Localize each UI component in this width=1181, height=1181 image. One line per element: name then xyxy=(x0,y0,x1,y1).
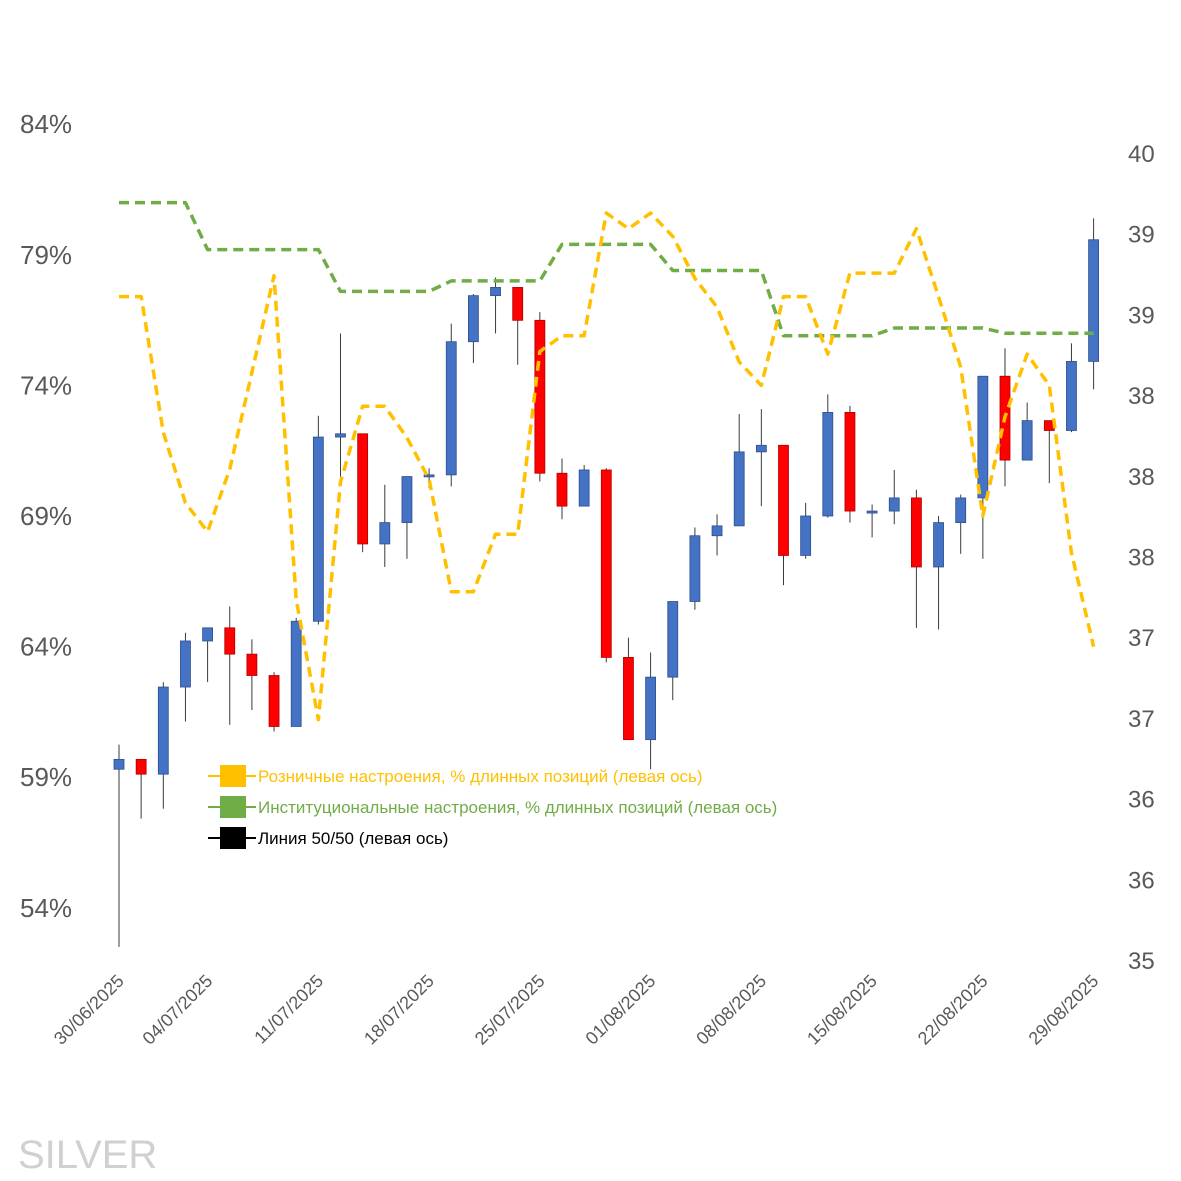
candle-down-body xyxy=(844,411,856,512)
left-tick-label: 79% xyxy=(20,240,72,270)
left-tick-label: 54% xyxy=(20,893,72,923)
legend-institutional-label: Институциональные настроения, % длинных … xyxy=(258,798,777,817)
candle-up-body xyxy=(866,510,878,514)
candle-up-body xyxy=(401,476,413,523)
legend-retail-swatch xyxy=(220,765,246,787)
candle-up-body xyxy=(733,451,745,527)
candle-up-body xyxy=(667,601,679,678)
candle-up-body xyxy=(645,676,656,741)
sentiment-lines xyxy=(119,200,1096,722)
candle-up-body xyxy=(379,522,391,545)
legend-retail-label: Розничные настроения, % длинных позиций … xyxy=(258,767,703,786)
candle-up-body xyxy=(290,620,302,727)
watermark-text: SILVER xyxy=(18,1133,157,1177)
x-tick-label: 29/08/2025 xyxy=(1025,971,1103,1049)
candle-up-body xyxy=(800,515,812,556)
candle-up-body xyxy=(1088,239,1099,362)
x-tick-label: 11/07/2025 xyxy=(250,971,327,1048)
candle-up-body xyxy=(157,686,169,775)
x-tick-label: 30/06/2025 xyxy=(50,971,128,1049)
left-tick-label: 59% xyxy=(20,762,72,792)
candle-down-body xyxy=(778,444,789,556)
right-tick-label: 36 xyxy=(1128,787,1155,814)
x-tick-label: 25/07/2025 xyxy=(471,971,549,1049)
candle-up-body xyxy=(1066,361,1077,431)
candle-down-body xyxy=(268,675,280,727)
retail-sentiment-line xyxy=(119,211,1096,722)
candle-down-body xyxy=(357,433,369,545)
x-tick-label: 18/07/2025 xyxy=(360,971,438,1049)
candle-up-body xyxy=(755,444,767,453)
candle-up-body xyxy=(445,341,457,476)
candle-up-body xyxy=(423,474,435,478)
candle-down-body xyxy=(911,497,922,568)
candlesticks xyxy=(113,218,1099,947)
right-tick-label: 39 xyxy=(1128,222,1155,249)
candle-down-body xyxy=(135,758,147,775)
candle-up-body xyxy=(335,433,346,438)
x-tick-label: 08/08/2025 xyxy=(692,971,770,1049)
right-tick-label: 38 xyxy=(1128,383,1155,410)
candle-up-body xyxy=(822,411,834,517)
candle-down-body xyxy=(600,469,612,658)
candle-up-body xyxy=(955,497,967,523)
left-tick-label: 64% xyxy=(20,632,72,662)
candle-up-body xyxy=(1021,420,1033,461)
candle-up-body xyxy=(977,375,989,499)
right-tick-label: 37 xyxy=(1128,625,1155,652)
candle-up-body xyxy=(467,295,479,343)
candle-down-body xyxy=(224,627,236,655)
left-tick-label: 74% xyxy=(20,370,72,400)
right-axis: 35 36 36 37 37 38 38 38 39 39 40 xyxy=(1128,141,1155,975)
candle-up-body xyxy=(490,287,501,297)
right-tick-label: 36 xyxy=(1128,867,1155,894)
candle-down-body xyxy=(556,472,568,507)
x-tick-label: 15/08/2025 xyxy=(803,971,881,1049)
candle-up-body xyxy=(578,469,590,507)
left-tick-label: 84% xyxy=(20,109,72,139)
legend-fifty-label: Линия 50/50 (левая ось) xyxy=(258,829,448,848)
candle-up-body xyxy=(202,627,214,642)
right-tick-label: 40 xyxy=(1128,141,1155,168)
right-tick-label: 37 xyxy=(1128,706,1155,733)
candle-up-body xyxy=(888,497,900,512)
candle-down-body xyxy=(246,653,258,676)
x-tick-label: 01/08/2025 xyxy=(582,971,660,1049)
right-tick-label: 38 xyxy=(1128,545,1155,572)
legend: Розничные настроения, % длинных позиций … xyxy=(208,765,777,849)
legend-fifty-swatch xyxy=(220,827,246,849)
candle-up-body xyxy=(312,436,324,622)
x-tick-label: 04/07/2025 xyxy=(139,971,217,1049)
candle-down-body xyxy=(512,287,524,321)
left-tick-label: 69% xyxy=(20,501,72,531)
left-axis: 54% 59% 64% 69% 74% 79% 84% xyxy=(20,109,72,923)
x-axis: 30/06/2025 04/07/2025 11/07/2025 18/07/2025… xyxy=(50,971,1102,1049)
candle-down-body xyxy=(534,319,546,474)
candle-up-body xyxy=(933,522,944,568)
candle-up-body xyxy=(711,525,723,537)
candle-up-body xyxy=(113,758,125,770)
right-tick-label: 35 xyxy=(1128,948,1155,975)
candle-down-body xyxy=(623,657,634,741)
right-tick-label: 39 xyxy=(1128,302,1155,329)
candle-up-body xyxy=(180,640,191,688)
right-tick-label: 38 xyxy=(1128,464,1155,491)
x-tick-label: 22/08/2025 xyxy=(914,971,992,1049)
legend-institutional-swatch xyxy=(220,796,246,818)
institutional-sentiment-line xyxy=(119,200,1094,338)
candle-up-body xyxy=(689,535,701,602)
